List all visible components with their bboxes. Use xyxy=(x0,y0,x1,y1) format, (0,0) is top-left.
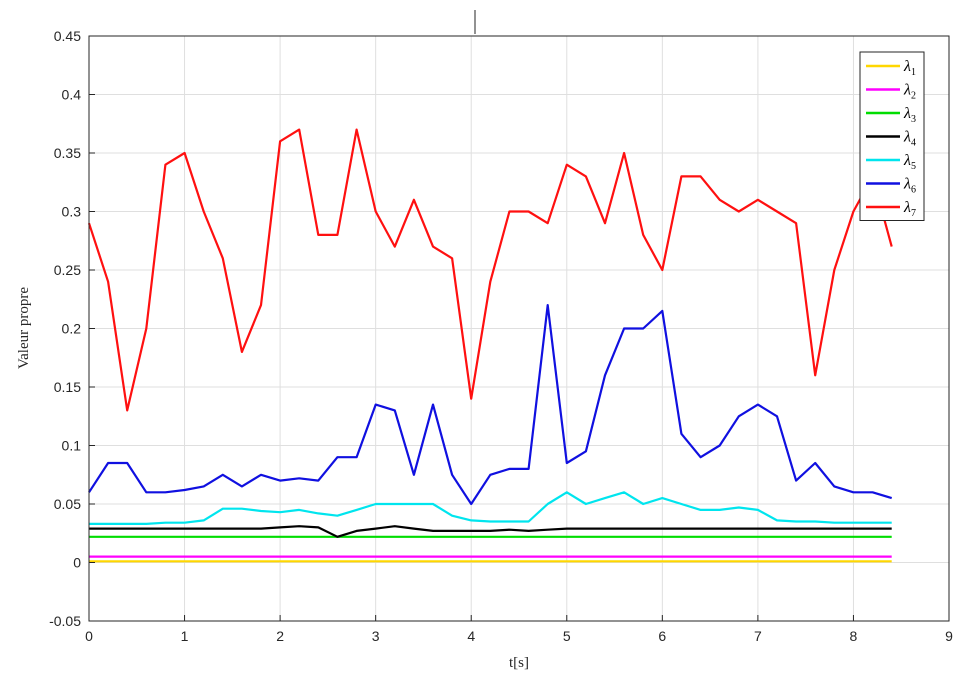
legend: λ1 λ2 λ3 λ4 λ5 λ6 λ7 xyxy=(859,51,925,221)
series-line-lambda-5 xyxy=(89,491,892,526)
y-tick-label: 0.35 xyxy=(54,145,81,161)
y-tick-label: 0.05 xyxy=(54,496,81,512)
legend-label-lambda-4: λ4 xyxy=(903,129,916,149)
y-tick-label: 0.15 xyxy=(54,379,81,395)
y-tick-label: 0.1 xyxy=(62,438,82,454)
x-tick-label: 5 xyxy=(563,628,571,644)
x-tick-label: 7 xyxy=(754,628,762,644)
x-tick-label: 1 xyxy=(181,628,189,644)
ticks: 0 1 2 3 4 5 6 7 8 9-0.0500.050.10.150.20.250.30.3… xyxy=(49,28,953,644)
series-line-lambda-7 xyxy=(87,128,893,412)
series-line-lambda-6 xyxy=(88,304,893,506)
y-tick-label: 0.2 xyxy=(62,321,82,337)
x-tick-label: 6 xyxy=(658,628,666,644)
x-tick-label: 3 xyxy=(372,628,380,644)
legend-label-lambda-7: λ7 xyxy=(903,199,916,219)
legend-label-lambda-1: λ1 xyxy=(903,58,916,78)
legend-label-lambda-6: λ6 xyxy=(903,176,916,196)
x-axis-label: t[s] xyxy=(509,655,529,671)
legend-label-lambda-3: λ3 xyxy=(903,105,916,125)
x-tick-label: 2 xyxy=(276,628,284,644)
y-tick-label: 0.45 xyxy=(54,28,81,44)
y-tick-label: 0.3 xyxy=(62,204,82,220)
y-tick-label: -0.05 xyxy=(49,613,81,629)
y-axis-label: Valeur propre xyxy=(16,287,32,369)
x-tick-label: 4 xyxy=(467,628,475,644)
series-line-lambda-4 xyxy=(89,525,892,538)
x-tick-label: 8 xyxy=(850,628,858,644)
y-tick-label: 0.25 xyxy=(54,262,81,278)
series-layer xyxy=(87,128,893,563)
legend-label-lambda-5: λ5 xyxy=(903,152,916,172)
legend-label-lambda-2: λ2 xyxy=(903,82,916,102)
y-tick-label: 0 xyxy=(73,555,81,571)
x-tick-label: 0 xyxy=(85,628,93,644)
y-tick-label: 0.4 xyxy=(62,87,82,103)
x-tick-label: 9 xyxy=(945,628,953,644)
